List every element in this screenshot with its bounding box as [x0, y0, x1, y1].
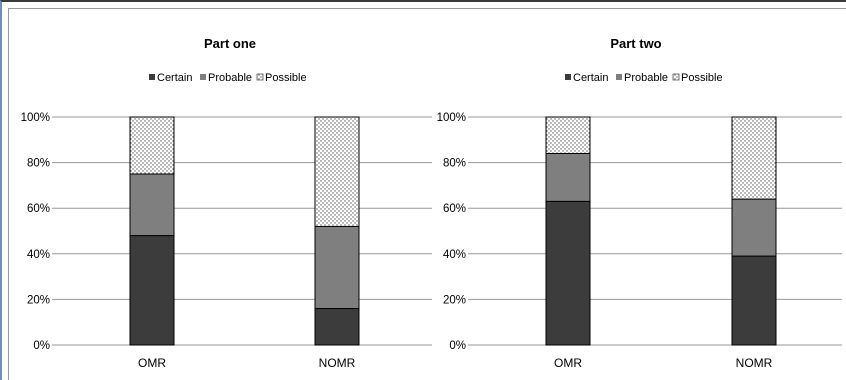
- x-category-label: NOMR: [736, 356, 773, 370]
- y-tick-label: 60%: [27, 203, 50, 215]
- bar-nomr-possible: [731, 116, 777, 200]
- legend-possible-label: Possible: [265, 72, 307, 84]
- chart-two-legend: Certain Probable Possible: [565, 72, 723, 84]
- legend-possible-swatch: [256, 73, 264, 81]
- legend-probable-swatch: [200, 74, 206, 80]
- y-tick-label: 100%: [21, 112, 50, 124]
- bar-omr-certain: [129, 235, 175, 346]
- legend-probable-label: Probable: [208, 72, 252, 84]
- bar-nomr-certain: [314, 308, 360, 346]
- chart-one-plot: 0% 20% 40% 60% 80% 100% OMR NOMR: [21, 112, 432, 370]
- chart-two-plot: 0% 20% 40% 60% 80% 100% OMR NOMR: [437, 112, 842, 370]
- bar-omr-certain: [545, 200, 591, 346]
- bar-omr-probable: [129, 173, 175, 237]
- legend-possible-label: Possible: [681, 72, 723, 84]
- bar-nomr-probable: [731, 198, 777, 257]
- bar-omr-probable: [545, 152, 591, 202]
- bar-nomr-possible: [314, 116, 360, 227]
- legend-certain-swatch: [149, 74, 155, 80]
- y-tick-label: 20%: [27, 294, 50, 306]
- y-tick-label: 40%: [443, 249, 466, 261]
- x-category-label: OMR: [138, 356, 166, 370]
- y-tick-label: 0%: [449, 340, 466, 352]
- chart-one-legend: Certain Probable Possible: [149, 72, 307, 84]
- bar-omr-possible: [129, 116, 175, 175]
- y-tick-label: 80%: [27, 158, 50, 170]
- legend-possible-swatch: [672, 73, 680, 81]
- bar-nomr-certain: [731, 255, 777, 346]
- bar-nomr-probable: [314, 225, 360, 310]
- y-tick-label: 0%: [33, 340, 50, 352]
- chart-two-title: Part two: [610, 36, 661, 51]
- legend-certain-label: Certain: [573, 72, 608, 84]
- chart-one-title: Part one: [204, 36, 256, 51]
- y-tick-label: 20%: [443, 294, 466, 306]
- bar-omr-possible: [545, 116, 591, 154]
- legend-certain-label: Certain: [157, 72, 192, 84]
- y-tick-label: 100%: [437, 112, 466, 124]
- legend-probable-label: Probable: [624, 72, 668, 84]
- legend-certain-swatch: [565, 74, 571, 80]
- x-category-label: NOMR: [319, 356, 356, 370]
- chart-area-border: [8, 8, 846, 380]
- y-tick-label: 80%: [443, 158, 466, 170]
- y-tick-label: 60%: [443, 203, 466, 215]
- x-category-label: OMR: [554, 356, 582, 370]
- y-tick-label: 40%: [27, 249, 50, 261]
- legend-probable-swatch: [616, 74, 622, 80]
